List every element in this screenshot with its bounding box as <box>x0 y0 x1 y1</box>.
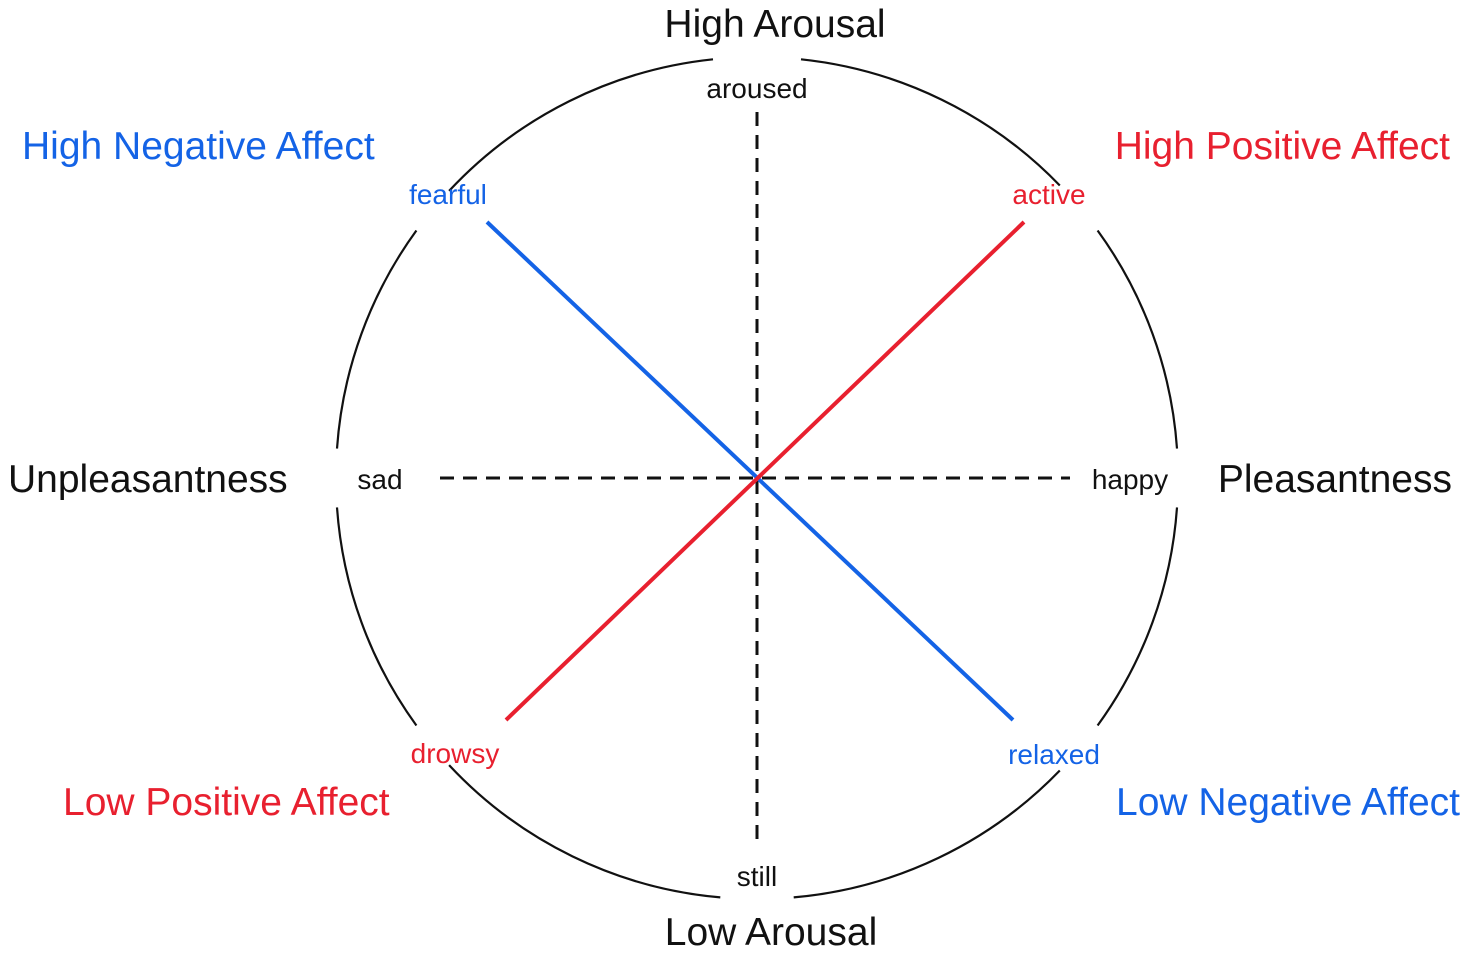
quadrant-title-low-positive-affect: Low Positive Affect <box>63 781 390 824</box>
circle-arc-right-upper <box>1096 229 1179 449</box>
word-sad: sad <box>357 464 402 495</box>
axis-title-low-arousal: Low Arousal <box>665 911 877 954</box>
circle-arc-left-upper <box>335 229 418 449</box>
circle-arc-top-left <box>448 58 714 192</box>
quadrant-title-low-negative-affect: Low Negative Affect <box>1116 781 1460 824</box>
circle-arc-top-right <box>800 58 1061 187</box>
word-active: active <box>1012 179 1085 210</box>
quadrant-title-high-positive-affect: High Positive Affect <box>1115 125 1450 168</box>
negative-affect-line <box>485 220 1015 722</box>
quadrant-title-high-negative-affect: High Negative Affect <box>22 125 375 168</box>
circle-arc-bottom-left <box>448 764 721 899</box>
word-happy: happy <box>1092 464 1168 495</box>
axis-title-pleasantness: Pleasantness <box>1218 458 1452 501</box>
word-still: still <box>737 861 777 892</box>
word-drowsy: drowsy <box>411 738 500 769</box>
positive-affect-line <box>504 220 1026 722</box>
circle-arc-left-lower <box>335 507 418 727</box>
circle-arc-bottom-right <box>793 769 1061 899</box>
axis-title-unpleasantness: Unpleasantness <box>8 458 288 501</box>
circle-outline <box>335 58 1179 899</box>
word-fearful: fearful <box>409 179 487 210</box>
word-relaxed: relaxed <box>1008 739 1100 770</box>
circle-arc-right-lower <box>1096 507 1179 727</box>
axis-title-high-arousal: High Arousal <box>664 3 885 46</box>
word-aroused: aroused <box>706 73 807 104</box>
